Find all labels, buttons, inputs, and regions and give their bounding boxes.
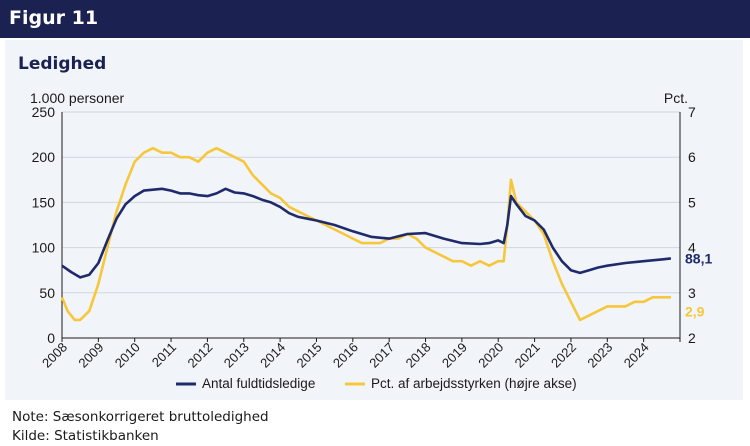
x-tick-label: 2015 xyxy=(294,340,325,371)
x-tick-label: 2011 xyxy=(149,340,179,370)
x-tick-label: 2020 xyxy=(475,340,506,371)
x-tick-label: 2014 xyxy=(257,340,288,371)
x-tick-label: 2023 xyxy=(584,340,615,371)
x-tick-label: 2010 xyxy=(112,340,143,371)
series-end-label: 88,1 xyxy=(685,250,712,266)
y-left-tick-label: 200 xyxy=(32,149,56,165)
y-left-tick-label: 50 xyxy=(39,285,55,301)
chart-panel xyxy=(5,40,743,400)
x-tick-label: 2017 xyxy=(366,340,397,371)
legend: Antal fuldtidsledige Pct. af arbejdsstyrk… xyxy=(176,376,577,391)
x-tick-label: 2022 xyxy=(548,340,579,371)
chart-source: Kilde: Statistikbanken xyxy=(12,428,159,444)
y-left-unit-label: 1.000 personer xyxy=(30,90,125,106)
y-right-tick-label: 7 xyxy=(688,104,696,120)
x-tick-label: 2013 xyxy=(221,340,252,371)
y-right-unit-label: Pct. xyxy=(664,90,688,106)
series-layer xyxy=(60,146,672,322)
x-tick-label: 2021 xyxy=(512,340,543,371)
legend-label: Antal fuldtidsledige xyxy=(202,376,315,391)
series-line-pct xyxy=(60,146,671,322)
y-right-tick-label: 4 xyxy=(688,240,696,256)
y-right-tick-label: 5 xyxy=(688,194,696,210)
y-right-tick-label: 6 xyxy=(688,149,696,165)
x-tick-label: 2016 xyxy=(330,340,361,371)
x-tick-label: 2009 xyxy=(75,340,106,371)
series-line-fuldtidsledige xyxy=(61,187,672,279)
x-tick-label: 2008 xyxy=(39,340,70,371)
y-left-tick-label: 150 xyxy=(32,194,56,210)
x-tick-label: 2018 xyxy=(403,340,434,371)
chart-title: Ledighed xyxy=(18,54,107,74)
x-tick-label: 2024 xyxy=(621,340,652,371)
y-right-tick-label: 2 xyxy=(688,330,696,346)
x-tick-label: 2019 xyxy=(439,340,470,371)
gridlines xyxy=(62,111,680,294)
y-right-tick-label: 3 xyxy=(688,285,696,301)
series-end-label: 2,9 xyxy=(685,303,705,319)
chart-note: Note: Sæsonkorrigeret bruttoledighed xyxy=(12,409,269,425)
y-left-tick-label: 0 xyxy=(47,330,55,346)
y-left-tick-label: 100 xyxy=(32,240,56,256)
axes xyxy=(61,112,681,342)
legend-label: Pct. af arbejdsstyrken (højre akse) xyxy=(371,376,577,391)
x-tick-label: 2012 xyxy=(184,340,215,371)
y-left-tick-label: 250 xyxy=(32,104,56,120)
figure-header-bar xyxy=(0,0,750,38)
figure-label: Figur 11 xyxy=(9,7,99,29)
